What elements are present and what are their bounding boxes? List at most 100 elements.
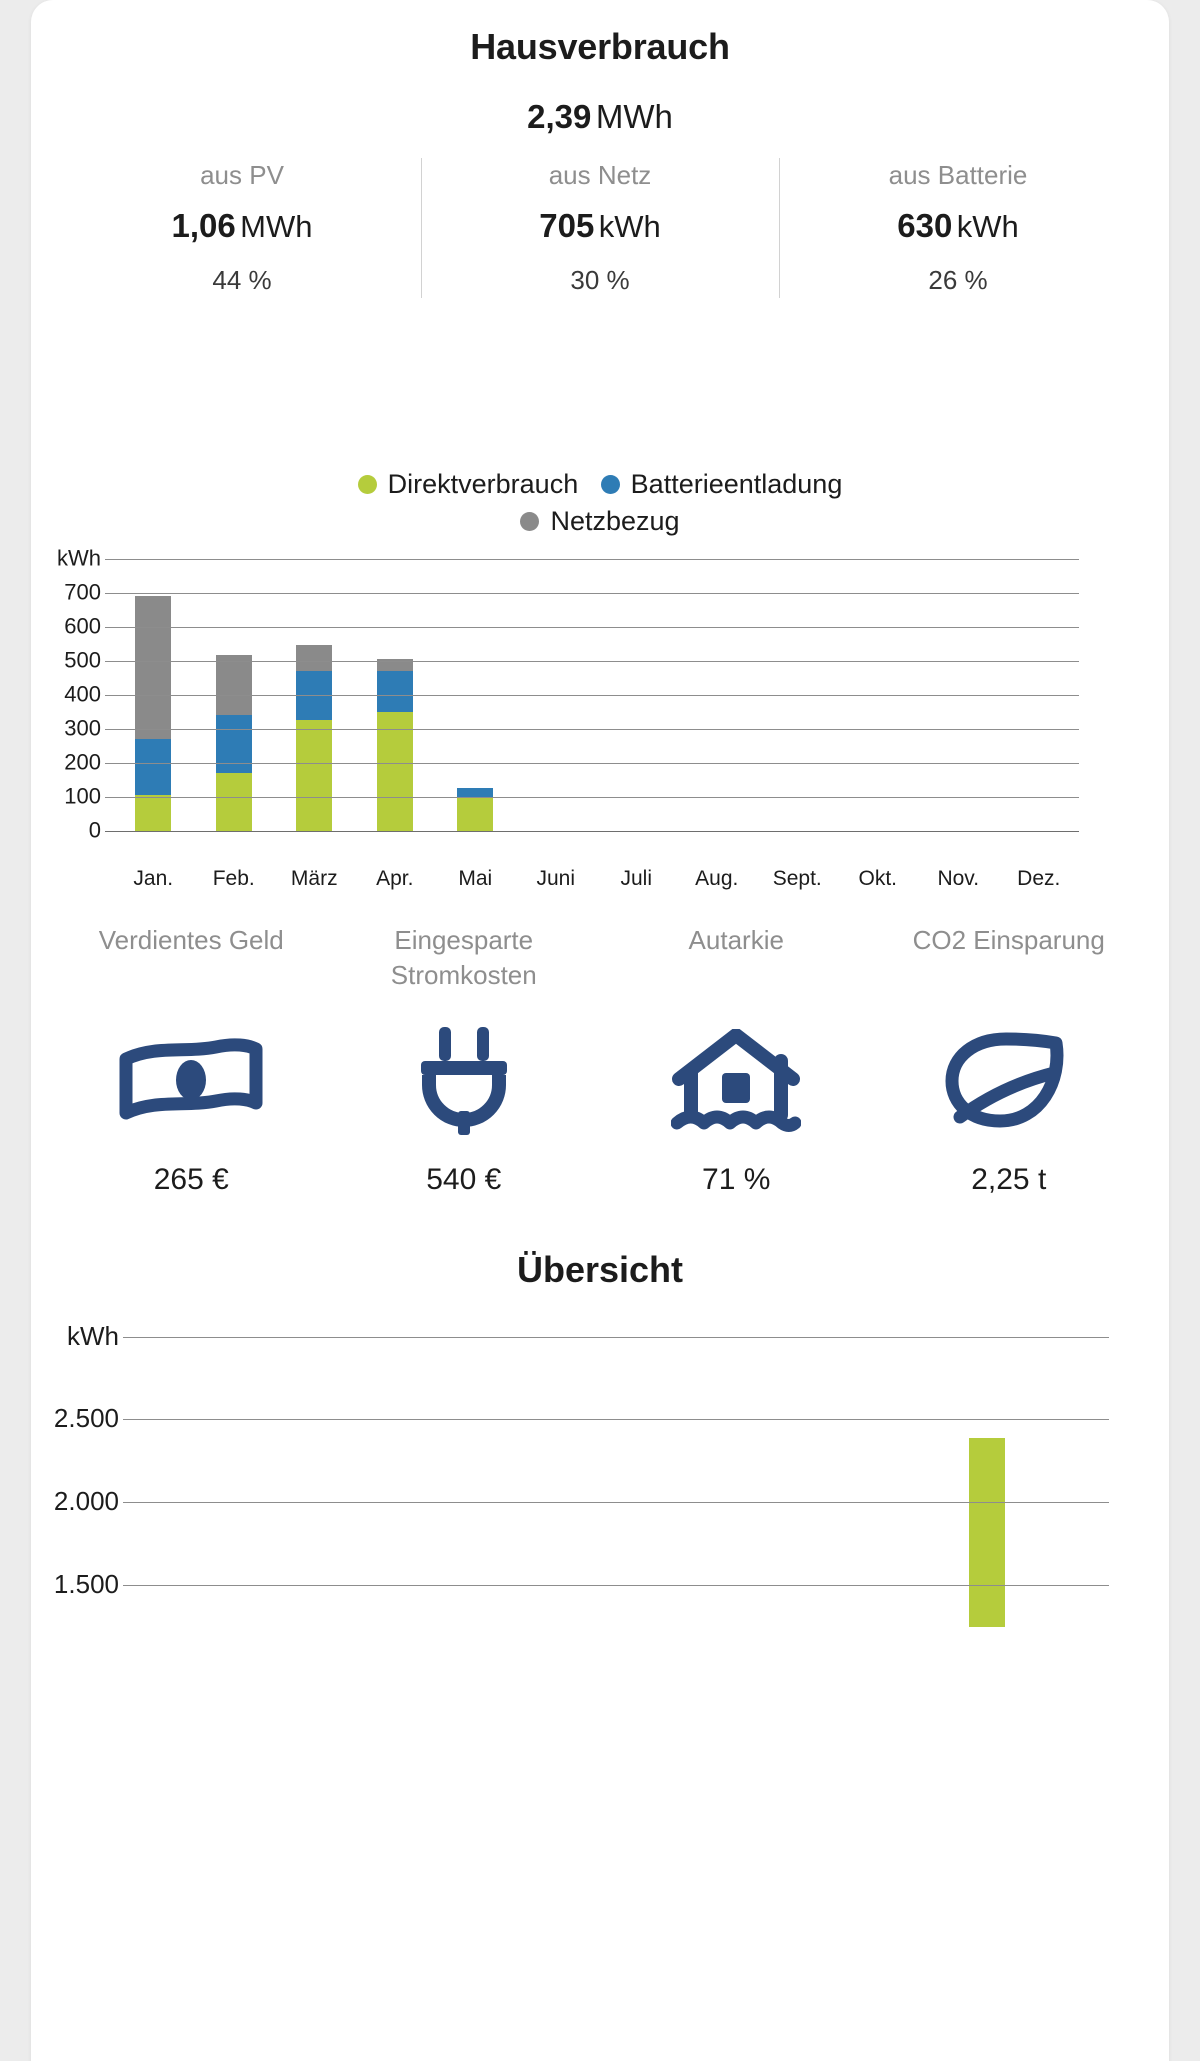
chart1-y-tick: 500	[64, 646, 101, 672]
chart2-bar-column[interactable]	[865, 1337, 947, 1627]
chart1-bar-segment	[376, 658, 413, 671]
chart1-bar-segment	[135, 595, 172, 739]
chart1-bar-segment	[376, 670, 413, 712]
chart1-bar-segment	[135, 738, 172, 795]
chart2-bar-column[interactable]	[783, 1337, 865, 1627]
kpi-title: Autarkie	[688, 924, 784, 955]
chart1-bar-segment	[135, 794, 172, 831]
chart2-bar-column[interactable]	[620, 1337, 702, 1627]
legend-label: Netzbezug	[550, 506, 680, 537]
chart1-x-tick: Nov.	[937, 866, 980, 890]
total-consumption-unit: MWh	[595, 98, 673, 135]
stat-value: 1,06 MWh	[63, 207, 421, 245]
stat-percent: 26 %	[928, 265, 988, 295]
monthly-consumption-chart[interactable]: kWh 700 600 500 400 300 200 100 0	[31, 545, 1169, 859]
chart2-bars	[131, 1337, 1109, 1627]
chart1-bar-segment	[215, 655, 252, 715]
chart1-plot-area	[105, 558, 1079, 832]
chart1-y-tick: 700	[64, 578, 101, 604]
stat-value: 630 kWh	[779, 207, 1137, 245]
legend-item-batterieentladung[interactable]: Batterieentladung	[600, 466, 843, 503]
chart1-gridline	[105, 796, 1079, 798]
chart1-y-tick: 0	[88, 816, 101, 842]
chart1-bar-segment	[296, 720, 333, 831]
chart1-y-tick: 200	[64, 748, 101, 774]
chart2-y-tick: 2.000	[53, 1486, 119, 1517]
chart1-gridline	[105, 762, 1079, 764]
kpi-co2-einsparung[interactable]: CO2 Einsparung 2,25 t	[873, 923, 1146, 1197]
kpi-eingesparte-stromkosten[interactable]: Eingesparte Stromkosten 540 €	[328, 923, 601, 1197]
chart2-bar-column[interactable]	[457, 1337, 539, 1627]
chart2-bar-column[interactable]	[946, 1337, 1028, 1627]
chart1-bar-segment	[457, 796, 494, 831]
chart-legend: Direktverbrauch Batterieentladung Netzbe…	[31, 466, 1169, 541]
chart1-bar-segment	[296, 645, 333, 671]
stat-aus-netz: aus Netz 705 kWh 30 %	[421, 154, 779, 306]
chart1-bar-segment	[457, 788, 494, 797]
chart1-y-axis: kWh 700 600 500 400 300 200 100 0	[31, 545, 107, 842]
chart1-bar-column[interactable]	[435, 559, 516, 831]
chart1-y-tick: 400	[64, 680, 101, 706]
house-icon	[600, 1025, 873, 1137]
kpi-value: 540 €	[426, 1162, 502, 1196]
overview-chart[interactable]: 1.500 2.000 2.500 kWh	[31, 1320, 1169, 1627]
chart2-y-axis: 1.500 2.000 2.500 kWh	[31, 1320, 125, 1627]
stat-label: aus Batterie	[888, 160, 1028, 190]
chart1-gridline	[105, 592, 1079, 594]
chart1-x-tick: Juni	[536, 866, 576, 890]
chart1-y-tick: 100	[64, 782, 101, 808]
kpi-verdientes-geld[interactable]: Verdientes Geld 265 €	[55, 923, 328, 1197]
legend-row-1: Direktverbrauch Batterieentladung	[31, 466, 1169, 503]
kpi-value: 71 %	[702, 1162, 771, 1196]
chart1-x-tick: Mai	[458, 866, 493, 890]
chart1-x-tick: Dez.	[1017, 866, 1061, 890]
plug-icon	[328, 1025, 601, 1137]
chart1-x-tick: Sept.	[772, 866, 822, 890]
chart2-gridline	[123, 1336, 1109, 1338]
chart2-bar-column[interactable]	[702, 1337, 784, 1627]
chart1-gridline	[105, 694, 1079, 696]
kpi-title: Eingesparte Stromkosten	[390, 924, 537, 991]
chart1-x-tick: Feb.	[212, 866, 255, 890]
chart1-bar-column[interactable]	[113, 559, 194, 831]
chart1-x-tick: März	[290, 866, 338, 890]
chart2-bar-column[interactable]	[131, 1337, 213, 1627]
chart1-x-tick: Aug.	[695, 866, 739, 890]
chart2-gridline	[123, 1419, 1109, 1421]
chart1-gridline	[105, 626, 1079, 628]
chart1-bar-column[interactable]	[355, 559, 436, 831]
stat-unit: MWh	[240, 209, 313, 244]
chart2-bar-column[interactable]	[539, 1337, 621, 1627]
chart2-bar-column[interactable]	[294, 1337, 376, 1627]
legend-item-netzbezug[interactable]: Netzbezug	[520, 503, 680, 540]
chart1-x-tick: Apr.	[376, 866, 414, 890]
legend-color-swatch	[600, 475, 620, 495]
chart2-bar-column[interactable]	[376, 1337, 458, 1627]
chart1-y-tick: 600	[64, 612, 101, 638]
chart2-plot-area	[123, 1336, 1109, 1627]
legend-item-direktverbrauch[interactable]: Direktverbrauch	[357, 466, 578, 503]
chart2-gridline	[123, 1502, 1109, 1504]
chart2-y-tick: 1.500	[53, 1568, 119, 1599]
chart2-bar-column[interactable]	[213, 1337, 295, 1627]
legend-label: Batterieentladung	[630, 469, 843, 499]
stat-number: 630	[897, 207, 953, 244]
chart1-gridline	[105, 830, 1079, 832]
chart1-bar-segment	[376, 711, 413, 831]
leaf-icon	[873, 1025, 1146, 1137]
chart2-bar-segment	[968, 1437, 1005, 1627]
chart1-gridline	[105, 660, 1079, 662]
legend-row-2: Netzbezug	[31, 503, 1169, 540]
overview-title: Übersicht	[516, 1248, 684, 1290]
kpi-value: 265 €	[153, 1162, 229, 1196]
chart1-y-tick: 300	[64, 714, 101, 740]
kpi-value: 2,25 t	[971, 1162, 1047, 1196]
kpi-autarkie[interactable]: Autarkie 71 %	[600, 923, 873, 1197]
chart2-bar-column[interactable]	[1028, 1337, 1110, 1627]
chart1-y-unit-label: kWh	[57, 544, 101, 570]
chart2-gridline	[123, 1585, 1109, 1587]
stat-aus-pv: aus PV 1,06 MWh 44 %	[63, 154, 421, 306]
stat-label: aus Netz	[548, 160, 652, 190]
stat-percent: 30 %	[570, 265, 630, 295]
chart1-gridline	[105, 558, 1079, 560]
